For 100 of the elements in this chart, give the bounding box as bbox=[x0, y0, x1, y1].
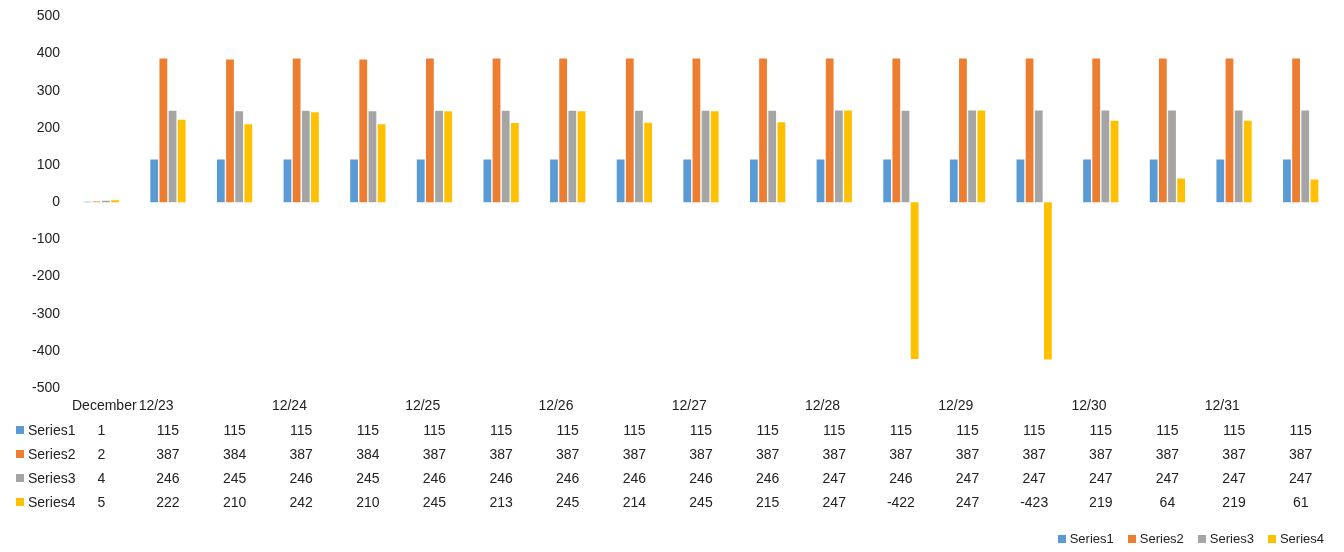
bar bbox=[550, 159, 558, 203]
bar bbox=[1034, 110, 1043, 203]
data-label: 387 bbox=[488, 446, 514, 462]
data-label: 387 bbox=[1221, 446, 1247, 462]
bar bbox=[492, 58, 501, 203]
x-tick-label: 12/24 bbox=[271, 397, 307, 413]
bar bbox=[692, 58, 701, 203]
data-label: 115 bbox=[1088, 422, 1113, 438]
x-tick-label: 12/26 bbox=[538, 397, 574, 413]
data-label: -423 bbox=[1019, 494, 1050, 510]
data-label: 213 bbox=[488, 494, 514, 510]
data-label: 115 bbox=[955, 422, 980, 438]
bar bbox=[577, 111, 586, 203]
bar bbox=[559, 58, 568, 203]
data-label: 247 bbox=[1088, 470, 1114, 486]
data-label: 246 bbox=[288, 470, 314, 486]
bar bbox=[1044, 202, 1052, 360]
legend-label: Series2 bbox=[28, 446, 76, 462]
x-tick-label: 12/29 bbox=[938, 397, 974, 413]
bar bbox=[750, 159, 758, 203]
bar bbox=[150, 159, 159, 203]
x-tick-label: 12/25 bbox=[405, 397, 441, 413]
data-label: 387 bbox=[288, 446, 314, 462]
y-tick-label: -100 bbox=[31, 230, 61, 247]
data-label: 245 bbox=[421, 494, 448, 510]
data-label: 246 bbox=[421, 470, 448, 486]
data-label: 210 bbox=[355, 494, 381, 510]
bar bbox=[1025, 58, 1034, 203]
x-tick-label: December bbox=[72, 397, 137, 413]
data-label: 245 bbox=[688, 494, 714, 510]
bar bbox=[244, 124, 253, 203]
bar bbox=[1083, 159, 1091, 203]
bar bbox=[1101, 110, 1110, 203]
y-tick-label: -400 bbox=[31, 341, 61, 358]
text: Series2 bbox=[1139, 531, 1184, 546]
bar bbox=[816, 159, 825, 203]
data-label: 247 bbox=[1154, 470, 1181, 486]
bar bbox=[292, 58, 301, 203]
data-label: 387 bbox=[1154, 446, 1181, 462]
data-label: 115 bbox=[155, 422, 181, 438]
data-label: 384 bbox=[221, 446, 248, 462]
data-label: 115 bbox=[488, 422, 514, 438]
y-tick-label: -500 bbox=[31, 378, 61, 395]
x-tick-label: 12/27 bbox=[671, 397, 707, 413]
data-label: 247 bbox=[954, 494, 981, 510]
x-tick-label: 12/23 bbox=[138, 397, 174, 413]
data-label: 387 bbox=[555, 446, 581, 462]
data-label: 64 bbox=[1158, 494, 1177, 510]
data-label: 115 bbox=[355, 422, 380, 438]
data-label: 384 bbox=[355, 446, 381, 462]
data-label: 242 bbox=[288, 494, 314, 510]
bar bbox=[226, 59, 234, 203]
data-label: 387 bbox=[155, 446, 181, 462]
data-label: 115 bbox=[888, 422, 914, 438]
bar bbox=[416, 159, 425, 203]
data-label: 115 bbox=[1221, 422, 1247, 438]
bar bbox=[1158, 58, 1167, 203]
bar bbox=[844, 110, 852, 203]
data-label: 246 bbox=[688, 470, 714, 486]
data-label: 247 bbox=[821, 470, 847, 486]
bar bbox=[710, 111, 719, 203]
data-label: 387 bbox=[421, 446, 448, 462]
data-label: 115 bbox=[688, 422, 714, 438]
bar bbox=[1016, 159, 1025, 203]
bar bbox=[435, 110, 443, 203]
bar bbox=[444, 111, 453, 203]
data-label: 115 bbox=[555, 422, 580, 438]
legend-label: Series3 bbox=[28, 470, 76, 486]
bar bbox=[483, 159, 492, 203]
bar bbox=[768, 110, 777, 203]
bar bbox=[1149, 159, 1158, 203]
bar bbox=[568, 110, 577, 203]
x-tick-label: 12/31 bbox=[1204, 397, 1240, 413]
bar bbox=[616, 159, 625, 203]
data-label: 247 bbox=[1021, 470, 1047, 486]
data-label: 2 bbox=[97, 446, 106, 462]
data-label: 246 bbox=[555, 470, 581, 486]
data-label: 246 bbox=[888, 470, 914, 486]
data-label: 387 bbox=[954, 446, 981, 462]
data-label: 246 bbox=[621, 470, 648, 486]
bar bbox=[777, 122, 786, 203]
data-label: 247 bbox=[821, 494, 847, 510]
data-label: 1 bbox=[97, 422, 106, 438]
bar bbox=[635, 110, 643, 203]
data-label: 387 bbox=[1088, 446, 1114, 462]
bar bbox=[377, 124, 386, 203]
data-label: 387 bbox=[1021, 446, 1047, 462]
y-tick-label: 400 bbox=[36, 44, 61, 61]
bar bbox=[910, 202, 919, 360]
data-label: 387 bbox=[821, 446, 847, 462]
data-label: 5 bbox=[97, 494, 106, 510]
data-label: 246 bbox=[155, 470, 181, 486]
data-label: 247 bbox=[954, 470, 981, 486]
data-label: 214 bbox=[621, 494, 648, 510]
data-label: 210 bbox=[221, 494, 248, 510]
y-tick-label: 500 bbox=[36, 7, 61, 24]
bar bbox=[968, 110, 976, 203]
bar bbox=[759, 58, 767, 203]
bar bbox=[368, 111, 377, 203]
data-label: 387 bbox=[754, 446, 781, 462]
